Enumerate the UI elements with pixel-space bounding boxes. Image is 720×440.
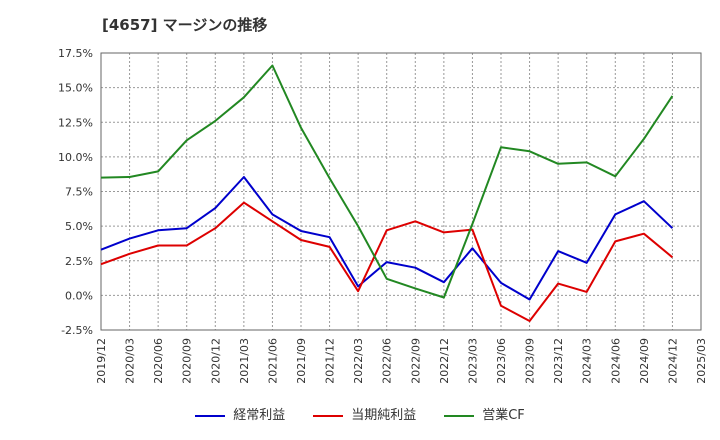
y-tick-label: 15.0% [58, 82, 93, 95]
y-tick-label: 17.5% [58, 47, 93, 60]
x-tick-label: 2022/12 [438, 338, 451, 384]
legend-swatch [313, 414, 344, 417]
x-tick-labels: 2019/12 2020/03 2020/06 2020/09 2020/12 2021/… [95, 338, 708, 384]
x-tick-label: 2021/06 [266, 338, 279, 384]
x-tick-label: 2020/12 [209, 338, 222, 384]
x-tick-label: 2022/09 [409, 338, 422, 384]
legend-item: 当期純利益 [313, 404, 416, 423]
legend-swatch [195, 414, 226, 417]
y-tick-label: -2.5% [61, 324, 93, 337]
legend-item: 経常利益 [195, 404, 285, 423]
legend-label: 営業CF [482, 408, 525, 423]
legend-label: 当期純利益 [351, 408, 417, 423]
x-tick-label: 2020/09 [181, 338, 194, 384]
x-tick-label: 2024/03 [581, 338, 594, 384]
x-tick-label: 2025/03 [695, 338, 708, 384]
x-tick-label: 2022/06 [381, 338, 394, 384]
x-tick-label: 2023/06 [495, 338, 508, 384]
x-tick-label: 2021/09 [295, 338, 308, 384]
x-tick-label: 2024/09 [638, 338, 651, 384]
series-line-2 [100, 201, 674, 322]
grid [100, 52, 702, 331]
x-tick-label: 2021/12 [324, 338, 337, 384]
legend-label: 経常利益 [233, 408, 286, 423]
legend: 経常利益 当期純利益 営業CF [0, 404, 720, 423]
x-tick-label: 2023/03 [466, 338, 479, 384]
plot-frame [100, 52, 702, 331]
chart-title: [4657] マージンの推移 [102, 16, 268, 34]
x-tick-label: 2023/12 [552, 338, 565, 384]
x-tick-label: 2022/03 [352, 338, 365, 384]
y-tick-label: 12.5% [58, 116, 93, 129]
y-tick-label: 0.0% [65, 289, 93, 302]
y-tick-label: 7.5% [65, 186, 93, 199]
axes [100, 52, 702, 331]
legend-swatch [444, 414, 475, 417]
x-tick-label: 2019/12 [95, 338, 108, 384]
x-tick-label: 2024/06 [609, 338, 622, 384]
series-line-3 [100, 64, 674, 299]
y-tick-label: 5.0% [65, 220, 93, 233]
x-tick-label: 2020/06 [152, 338, 165, 384]
x-tick-label: 2024/12 [666, 338, 679, 384]
x-tick-label: 2021/03 [238, 338, 251, 384]
series-line-1 [100, 176, 674, 301]
y-tick-label: 2.5% [65, 255, 93, 268]
legend-item: 営業CF [444, 404, 525, 423]
x-tick-label: 2023/09 [524, 338, 537, 384]
x-tick-label: 2020/03 [124, 338, 137, 384]
y-tick-labels: -2.5% 0.0% 2.5% 5.0% 7.5% 10.0% 12.5% 15.0% 17.5… [58, 47, 93, 337]
y-tick-label: 10.0% [58, 151, 93, 164]
series-lines [100, 64, 674, 322]
